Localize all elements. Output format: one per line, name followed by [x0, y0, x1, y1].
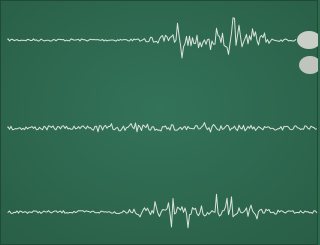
seismograph-photo [0, 0, 318, 245]
background [0, 0, 318, 245]
page: (() => { const g = document.getElementBy… [0, 0, 318, 245]
